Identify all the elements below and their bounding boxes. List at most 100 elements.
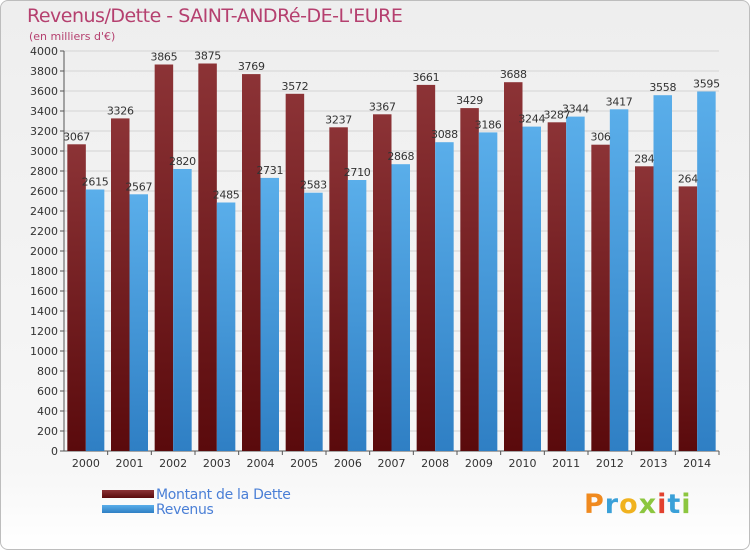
data-label-debt: 3875 [194, 50, 221, 63]
y-tick-label: 400 [37, 405, 58, 418]
data-label-revenue: 3244 [518, 113, 545, 126]
data-label-debt: 3237 [325, 113, 352, 126]
bar-revenue [478, 132, 498, 451]
chart-title: Revenus/Dette - SAINT-ANDRé-DE-L'EURE [27, 5, 403, 27]
legend-swatch-debt [102, 490, 154, 498]
logo-letter: i [657, 489, 668, 520]
x-tick-label: 2001 [116, 457, 144, 470]
x-tick-label: 2014 [683, 457, 711, 470]
bar-debt [67, 144, 86, 452]
bar-revenue [566, 116, 585, 451]
bar-revenue [216, 202, 236, 451]
y-tick-label: 1600 [30, 285, 58, 298]
bar-revenue [304, 192, 323, 451]
x-tick-label: 2011 [552, 457, 580, 470]
bar-revenue [435, 142, 454, 451]
y-tick-label: 3600 [30, 85, 58, 98]
data-label-revenue: 2485 [213, 189, 240, 202]
y-tick-label: 1800 [30, 265, 58, 278]
x-tick-label: 2000 [72, 457, 100, 470]
bar-revenue [653, 95, 672, 451]
y-tick-label: 2400 [30, 205, 58, 218]
data-label-revenue: 3595 [693, 78, 720, 91]
data-label-debt: 3572 [282, 80, 309, 93]
y-tick-label: 2200 [30, 225, 58, 238]
data-label-revenue: 3417 [606, 95, 633, 108]
data-label-revenue: 2820 [169, 155, 196, 168]
bar-debt [416, 84, 436, 452]
data-label-revenue: 3344 [562, 103, 589, 116]
x-tick-label: 2006 [334, 457, 362, 470]
y-tick-label: 800 [37, 365, 58, 378]
logo-letter: r [604, 489, 620, 520]
y-tick-label: 0 [51, 445, 58, 458]
data-label-debt: 3067 [63, 130, 90, 143]
bar-debt [504, 82, 523, 451]
y-tick-label: 1000 [30, 345, 58, 358]
data-label-debt: 284 [634, 152, 654, 165]
data-label-revenue: 2615 [82, 176, 109, 189]
logo-letter: P [584, 489, 605, 520]
bar-debt [678, 186, 698, 451]
y-tick-label: 1200 [30, 325, 58, 338]
legend-label-debt: Montant de la Dette [156, 487, 291, 503]
x-tick-label: 2003 [203, 457, 231, 470]
x-tick-label: 2002 [159, 457, 187, 470]
data-label-debt: 306 [591, 131, 611, 144]
bar-debt [591, 144, 610, 451]
bar-revenue [347, 180, 367, 451]
logo-letter: o [619, 489, 639, 520]
data-label-debt: 3769 [238, 60, 265, 73]
data-label-debt: 3367 [369, 100, 396, 113]
x-tick-label: 2010 [509, 457, 537, 470]
data-label-revenue: 2868 [387, 150, 414, 163]
x-tick-label: 2009 [465, 457, 493, 470]
y-tick-label: 2600 [30, 185, 58, 198]
bar-debt [285, 93, 305, 452]
x-tick-label: 2004 [247, 457, 275, 470]
proxiti-logo: Proxiti [584, 489, 692, 520]
bar-debt [154, 64, 174, 451]
data-label-debt: 3429 [456, 94, 483, 107]
logo-letter: i [681, 489, 692, 520]
x-tick-label: 2007 [378, 457, 406, 470]
x-tick-label: 2012 [596, 457, 624, 470]
y-tick-label: 3200 [30, 125, 58, 138]
data-label-revenue: 2583 [300, 179, 327, 192]
data-label-revenue: 3558 [649, 81, 676, 94]
bar-revenue [173, 169, 192, 451]
bar-debt [635, 166, 654, 452]
data-label-debt: 3326 [107, 104, 134, 117]
data-label-debt: 264 [678, 172, 698, 185]
bar-debt [373, 114, 392, 452]
data-label-debt: 3865 [151, 51, 178, 64]
logo-letter: x [638, 489, 658, 520]
bar-debt [547, 122, 567, 452]
y-tick-label: 600 [37, 385, 58, 398]
data-label-revenue: 3186 [475, 118, 502, 131]
bar-debt [329, 127, 348, 452]
data-label-debt: 3688 [500, 68, 527, 81]
data-label-debt: 3661 [413, 71, 440, 84]
bar-revenue [697, 91, 716, 451]
bar-debt [460, 108, 479, 451]
bar-revenue [85, 189, 105, 451]
y-tick-label: 2800 [30, 165, 58, 178]
data-label-revenue: 3088 [431, 128, 458, 141]
legend-swatch-revenue [102, 505, 154, 513]
axes: 0 200 400 600 800 1000 1200 1400 1600 1800 2000 220… [30, 45, 720, 470]
y-tick-label: 3800 [30, 65, 58, 78]
y-tick-label: 3400 [30, 105, 58, 118]
logo-letter: t [667, 489, 682, 520]
bar-revenue [391, 164, 410, 451]
chart-subtitle: (en milliers d'€) [29, 30, 116, 43]
legend-label-revenue: Revenus [156, 502, 214, 518]
bars [67, 63, 716, 452]
x-tick-label: 2013 [640, 457, 668, 470]
y-tick-label: 3000 [30, 145, 58, 158]
y-tick-label: 200 [37, 425, 58, 438]
bar-debt [198, 63, 217, 451]
bar-revenue [522, 126, 541, 451]
x-tick-label: 2005 [290, 457, 318, 470]
y-tick-label: 2000 [30, 245, 58, 258]
